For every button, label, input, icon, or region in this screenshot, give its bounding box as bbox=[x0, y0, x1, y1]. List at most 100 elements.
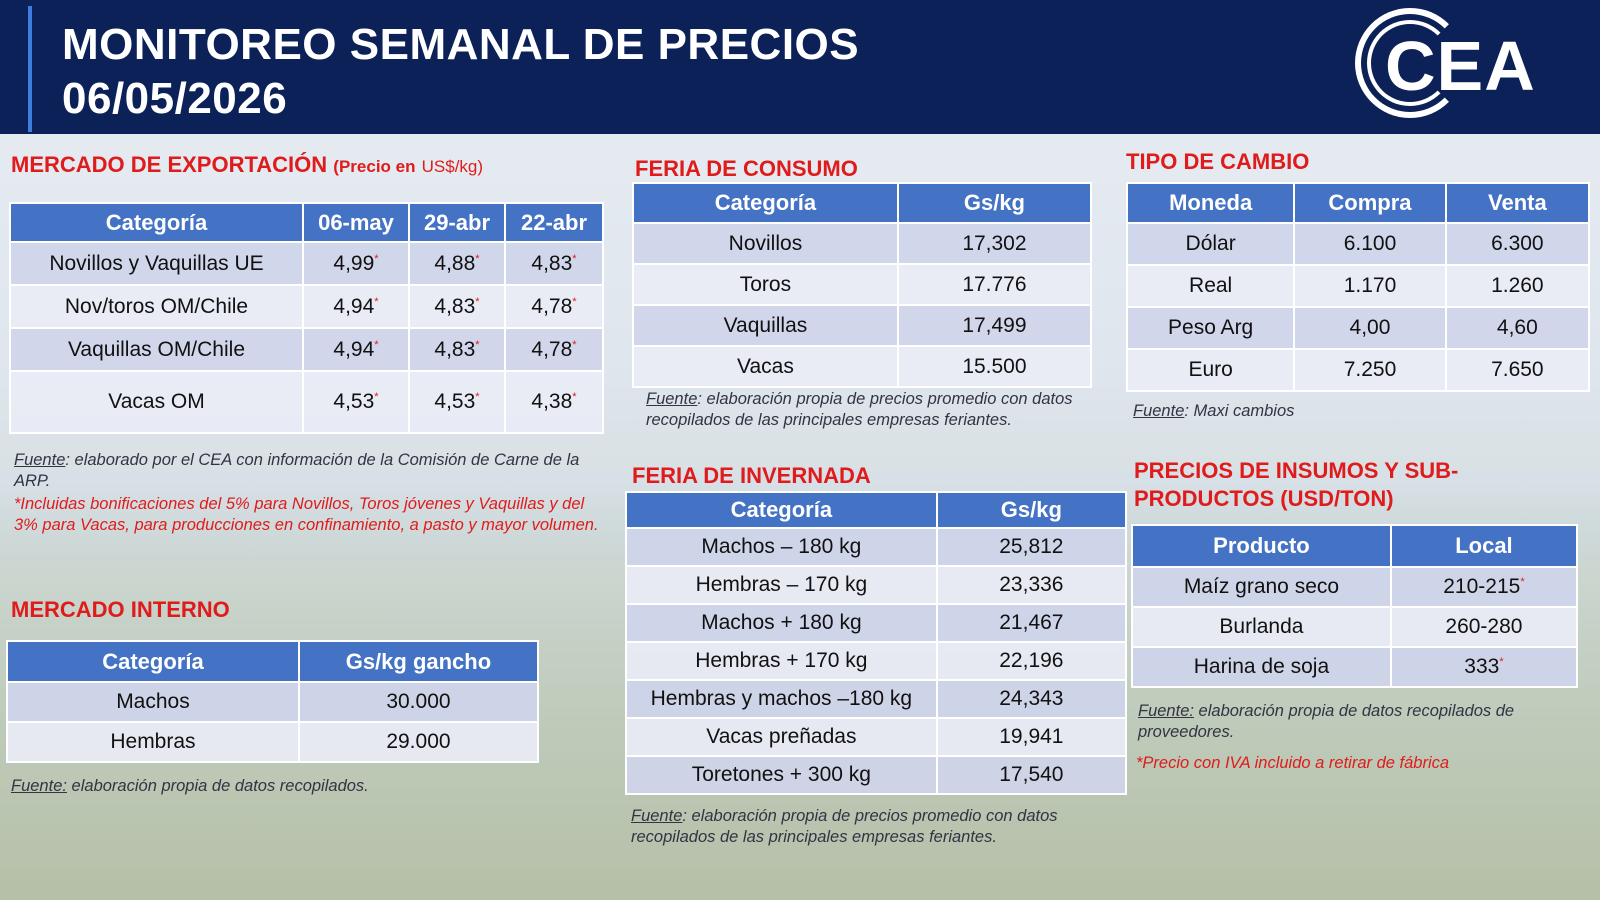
table-cell: 4,00 bbox=[1293, 306, 1447, 350]
table-row: Vaquillas 17,499 bbox=[632, 304, 1093, 347]
table-row: Harina de soja 333* bbox=[1131, 646, 1579, 688]
table-row: Peso Arg 4,00 4,60 bbox=[1125, 306, 1591, 350]
table-cell: 17,499 bbox=[896, 304, 1093, 347]
table-row: Novillos y Vaquillas UE 4,99* 4,88* 4,83* bbox=[9, 241, 604, 286]
table-cell: 4,94* bbox=[302, 327, 410, 372]
table-cell: Burlanda bbox=[1131, 606, 1392, 648]
col-header: 06-may bbox=[302, 202, 410, 243]
table-cell: Vacas preñadas bbox=[625, 717, 938, 757]
asterisk-mark: * bbox=[374, 252, 379, 265]
export-market-title: MERCADO DE EXPORTACIÓN (Precio en US$/kg… bbox=[11, 152, 484, 177]
wintering-source-note: Fuente: elaboración propia de precios pr… bbox=[631, 807, 1058, 846]
page-header: MONITOREO SEMANAL DE PRECIOS 06/05/2026 … bbox=[0, 0, 1600, 134]
table-cell: 4,83* bbox=[504, 241, 604, 286]
table-cell: 24,343 bbox=[935, 679, 1128, 719]
wintering-fair-title: FERIA DE INVERNADA bbox=[632, 463, 871, 488]
inputs-source-note: Fuente: elaboración propia de datos reco… bbox=[1138, 702, 1515, 741]
table-cell: 15.500 bbox=[896, 345, 1093, 388]
asterisk-mark: * bbox=[475, 252, 480, 265]
table-row: Toretones + 300 kg 17,540 bbox=[625, 755, 1128, 795]
table-cell: Nov/toros OM/Chile bbox=[9, 284, 304, 329]
table-cell: 7.250 bbox=[1293, 348, 1447, 392]
table-cell: Euro bbox=[1125, 348, 1296, 392]
col-header: 29-abr bbox=[408, 202, 506, 243]
header-accent-bar bbox=[28, 6, 32, 132]
table-cell: Machos – 180 kg bbox=[625, 527, 938, 567]
logo-ring-icon bbox=[1355, 8, 1465, 118]
export-source-note: Fuente: elaborado por el CEA con informa… bbox=[14, 451, 580, 490]
table-cell: 21,467 bbox=[935, 603, 1128, 643]
asterisk-mark: * bbox=[572, 252, 577, 265]
table-cell: 25,812 bbox=[935, 527, 1128, 567]
col-header: Gs/kg bbox=[896, 182, 1093, 224]
col-header: Gs/kg bbox=[935, 491, 1128, 529]
inputs-footnote: *Precio con IVA incluido a retirar de fá… bbox=[1136, 754, 1450, 772]
col-header: Categoría bbox=[625, 491, 938, 529]
col-header: Gs/kg gancho bbox=[297, 640, 540, 683]
internal-source-note: Fuente: elaboración propia de datos reco… bbox=[11, 777, 369, 795]
table-cell: 17.776 bbox=[896, 263, 1093, 306]
table-row: Vacas preñadas 19,941 bbox=[625, 717, 1128, 757]
asterisk-mark: * bbox=[572, 338, 577, 351]
consumption-fair-table: Categoría Gs/kg Novillos 17,302 Toros 17.77… bbox=[632, 182, 1093, 388]
export-market-table: Categoría 06-may 29-abr 22-abr Novillos y V… bbox=[9, 202, 604, 434]
table-row: Euro 7.250 7.650 bbox=[1125, 348, 1591, 392]
table-cell: Real bbox=[1125, 264, 1296, 308]
exchange-source-note: Fuente: Maxi cambios bbox=[1133, 402, 1295, 420]
table-cell: Dólar bbox=[1125, 222, 1296, 266]
table-cell: 210-215* bbox=[1389, 566, 1579, 608]
table-cell: 6.100 bbox=[1293, 222, 1447, 266]
consumption-fair-title: FERIA DE CONSUMO bbox=[635, 156, 858, 181]
asterisk-mark: * bbox=[1499, 656, 1504, 668]
table-cell: Vaquillas bbox=[632, 304, 899, 347]
table-row: Novillos 17,302 bbox=[632, 222, 1093, 265]
table-cell: 4,53* bbox=[408, 370, 506, 434]
title-line-1: MONITOREO SEMANAL DE PRECIOS bbox=[62, 20, 860, 69]
col-header: Moneda bbox=[1125, 182, 1296, 224]
asterisk-mark: * bbox=[374, 391, 379, 403]
cea-logo: CEA bbox=[1355, 8, 1555, 123]
table-cell: 260-280 bbox=[1389, 606, 1579, 648]
table-cell: 6.300 bbox=[1444, 222, 1591, 266]
table-row: Hembras y machos –180 kg 24,343 bbox=[625, 679, 1128, 719]
asterisk-mark: * bbox=[475, 338, 480, 351]
inputs-title: PRECIOS DE INSUMOS Y SUB- PRODUCTOS (USD… bbox=[1134, 458, 1459, 511]
table-row: Machos 30.000 bbox=[6, 681, 540, 723]
col-header: 22-abr bbox=[504, 202, 604, 243]
table-cell: 29.000 bbox=[297, 721, 540, 763]
table-cell: 4,78* bbox=[504, 327, 604, 372]
table-cell: 4,60 bbox=[1444, 306, 1591, 350]
table-row: Real 1.170 1.260 bbox=[1125, 264, 1591, 308]
table-cell: 4,53* bbox=[302, 370, 410, 434]
table-cell: 1.260 bbox=[1444, 264, 1591, 308]
table-cell: Hembras – 170 kg bbox=[625, 565, 938, 605]
table-cell: Toros bbox=[632, 263, 899, 306]
asterisk-mark: * bbox=[572, 391, 577, 403]
table-cell: 19,941 bbox=[935, 717, 1128, 757]
export-footnote: *Incluidas bonificaciones del 5% para No… bbox=[14, 495, 599, 534]
table-cell: 17,302 bbox=[896, 222, 1093, 265]
table-cell: 22,196 bbox=[935, 641, 1128, 681]
asterisk-mark: * bbox=[572, 295, 577, 308]
table-cell: 4,83* bbox=[408, 284, 506, 329]
table-row: Toros 17.776 bbox=[632, 263, 1093, 306]
table-cell: 4,99* bbox=[302, 241, 410, 286]
table-row: Nov/toros OM/Chile 4,94* 4,83* 4,78* bbox=[9, 284, 604, 329]
table-cell: 23,336 bbox=[935, 565, 1128, 605]
wintering-fair-table: Categoría Gs/kg Machos – 180 kg 25,812 Hem… bbox=[625, 491, 1128, 795]
col-header: Local bbox=[1389, 524, 1579, 568]
table-cell: Hembras y machos –180 kg bbox=[625, 679, 938, 719]
table-cell: Novillos bbox=[632, 222, 899, 265]
col-header: Categoría bbox=[6, 640, 300, 683]
table-cell: Machos + 180 kg bbox=[625, 603, 938, 643]
table-row: Hembras + 170 kg 22,196 bbox=[625, 641, 1128, 681]
col-header: Categoría bbox=[632, 182, 899, 224]
table-row: Maíz grano seco 210-215* bbox=[1131, 566, 1579, 608]
table-cell: 4,38* bbox=[504, 370, 604, 434]
table-cell: 1.170 bbox=[1293, 264, 1447, 308]
table-cell: Harina de soja bbox=[1131, 646, 1392, 688]
table-cell: 17,540 bbox=[935, 755, 1128, 795]
table-cell: Vacas bbox=[632, 345, 899, 388]
table-cell: Vacas OM bbox=[9, 370, 304, 434]
table-cell: 30.000 bbox=[297, 681, 540, 723]
